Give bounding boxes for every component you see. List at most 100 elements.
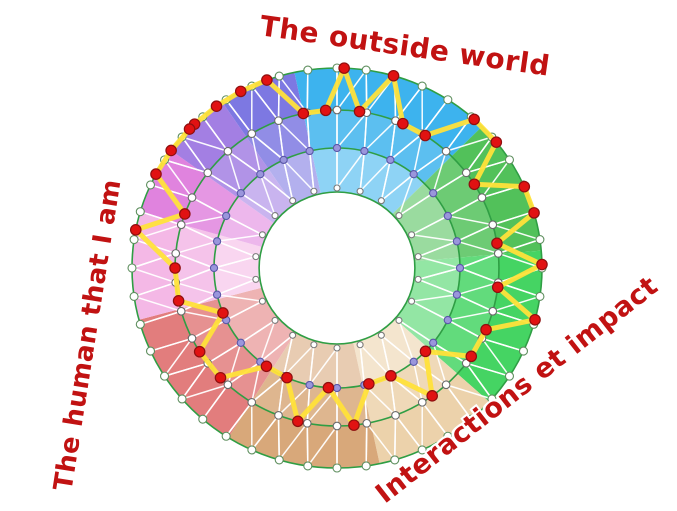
ring-node[interactable]	[222, 211, 231, 221]
ring-node[interactable]	[247, 445, 257, 455]
ring-node[interactable]	[452, 290, 462, 299]
ring-node[interactable]	[187, 334, 197, 343]
sector-green-right[interactable]	[394, 250, 542, 402]
red-node[interactable]	[419, 345, 432, 358]
ring-node[interactable]	[271, 212, 279, 220]
ring-node[interactable]	[408, 231, 416, 239]
ring-node[interactable]	[256, 170, 265, 179]
red-node[interactable]	[129, 224, 142, 236]
ring-node[interactable]	[258, 297, 266, 305]
red-node[interactable]	[292, 415, 304, 428]
ring-node[interactable]	[408, 297, 416, 305]
ring-node[interactable]	[332, 105, 342, 115]
ring-node[interactable]	[466, 414, 476, 424]
ring-node[interactable]	[518, 346, 529, 356]
ring-node[interactable]	[504, 155, 515, 165]
red-node[interactable]	[297, 107, 310, 120]
ring-node[interactable]	[135, 319, 145, 329]
ring-node[interactable]	[129, 291, 139, 302]
ring-node[interactable]	[488, 306, 498, 316]
red-node[interactable]	[338, 62, 350, 74]
ring-node[interactable]	[274, 116, 283, 126]
ring-node[interactable]	[177, 394, 187, 404]
ring-node[interactable]	[361, 461, 371, 471]
red-node[interactable]	[172, 295, 185, 307]
red-node[interactable]	[150, 168, 162, 180]
red-node[interactable]	[426, 390, 438, 402]
ring-node[interactable]	[332, 463, 342, 473]
ring-node[interactable]	[360, 146, 369, 156]
ring-node[interactable]	[209, 263, 219, 273]
ring-node[interactable]	[390, 455, 400, 465]
sector-violet[interactable]	[171, 102, 294, 224]
ring-node[interactable]	[356, 341, 364, 349]
red-node[interactable]	[214, 371, 227, 384]
red-node[interactable]	[322, 381, 335, 394]
ring-node[interactable]	[171, 249, 181, 258]
red-node[interactable]	[348, 419, 360, 431]
red-node[interactable]	[169, 262, 181, 274]
ring-node[interactable]	[127, 263, 137, 273]
sector-tan-dark[interactable]	[228, 332, 380, 468]
ring-node[interactable]	[461, 358, 471, 368]
ring-node[interactable]	[409, 170, 418, 179]
ring-node[interactable]	[487, 394, 497, 404]
ring-node[interactable]	[258, 231, 266, 239]
ring-node[interactable]	[159, 371, 170, 381]
ring-node[interactable]	[362, 418, 372, 428]
ring-node[interactable]	[332, 383, 342, 393]
ring-node[interactable]	[417, 445, 427, 455]
ring-node[interactable]	[395, 316, 403, 324]
ring-node[interactable]	[461, 168, 471, 178]
ring-node[interactable]	[305, 380, 314, 390]
red-node[interactable]	[536, 258, 548, 271]
ring-node[interactable]	[391, 410, 400, 420]
ring-node[interactable]	[274, 71, 284, 81]
ring-node[interactable]	[252, 253, 260, 261]
ring-node[interactable]	[271, 316, 279, 324]
ring-node[interactable]	[504, 371, 515, 381]
ring-node[interactable]	[145, 346, 156, 356]
ring-node[interactable]	[477, 193, 487, 202]
ring-node[interactable]	[443, 431, 453, 441]
ring-node[interactable]	[236, 189, 245, 198]
ring-node[interactable]	[145, 180, 156, 190]
ring-node[interactable]	[212, 237, 222, 246]
ring-node[interactable]	[187, 193, 197, 202]
ring-node[interactable]	[377, 331, 385, 339]
ring-node[interactable]	[176, 306, 186, 316]
ring-node[interactable]	[212, 290, 222, 299]
red-node[interactable]	[528, 207, 540, 219]
ring-node[interactable]	[493, 249, 503, 258]
red-node[interactable]	[183, 123, 196, 135]
sector-salmon[interactable]	[138, 287, 296, 438]
ring-node[interactable]	[488, 220, 498, 230]
ring-node[interactable]	[223, 380, 233, 390]
ring-node[interactable]	[198, 414, 208, 424]
red-node[interactable]	[281, 371, 293, 384]
red-node[interactable]	[491, 237, 503, 250]
ring-node[interactable]	[310, 341, 318, 349]
red-node[interactable]	[261, 74, 273, 86]
ring-node[interactable]	[443, 315, 452, 325]
ring-node[interactable]	[236, 338, 245, 347]
ring-node[interactable]	[176, 220, 186, 230]
red-node[interactable]	[387, 69, 400, 82]
ring-node[interactable]	[455, 263, 465, 273]
ring-node[interactable]	[223, 146, 233, 156]
ring-node[interactable]	[441, 380, 451, 390]
red-node[interactable]	[480, 323, 492, 336]
red-node[interactable]	[234, 85, 247, 98]
red-node[interactable]	[490, 136, 503, 148]
ring-node[interactable]	[332, 143, 342, 153]
ring-node[interactable]	[535, 234, 545, 245]
ring-node[interactable]	[409, 357, 418, 366]
ring-node[interactable]	[302, 418, 312, 428]
ring-node[interactable]	[443, 211, 452, 221]
ring-node[interactable]	[443, 95, 453, 105]
ring-node[interactable]	[332, 421, 342, 431]
ring-node[interactable]	[252, 275, 260, 283]
red-node[interactable]	[465, 350, 478, 363]
ring-node[interactable]	[247, 129, 257, 139]
ring-node[interactable]	[414, 253, 422, 261]
